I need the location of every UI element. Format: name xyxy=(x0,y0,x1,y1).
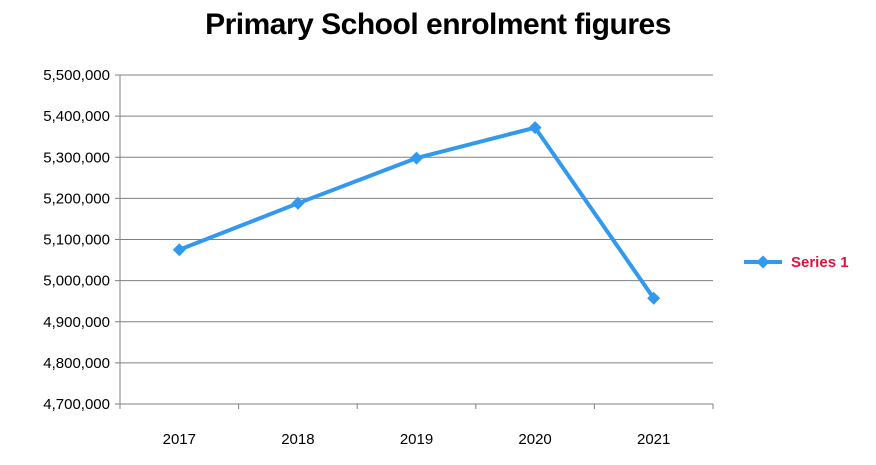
data-point-marker xyxy=(528,121,542,135)
legend-marker xyxy=(756,255,770,269)
data-point-marker xyxy=(647,291,661,305)
data-point-marker xyxy=(172,243,186,257)
data-point-marker xyxy=(291,196,305,210)
y-tick-label: 5,000,000 xyxy=(43,273,110,290)
x-tick-label: 2020 xyxy=(518,431,551,448)
y-tick-label: 5,200,000 xyxy=(43,190,110,207)
y-tick-label: 5,500,000 xyxy=(43,67,110,84)
chart-title: Primary School enrolment figures xyxy=(205,8,671,41)
x-tick-label: 2019 xyxy=(400,431,433,448)
x-tick-label: 2021 xyxy=(637,431,670,448)
y-tick-label: 5,400,000 xyxy=(43,108,110,125)
y-tick-label: 5,100,000 xyxy=(43,232,110,249)
y-tick-label: 4,900,000 xyxy=(43,314,110,331)
x-tick-label: 2017 xyxy=(163,431,196,448)
x-tick-label: 2018 xyxy=(281,431,314,448)
y-tick-label: 4,700,000 xyxy=(43,396,110,413)
data-point-marker xyxy=(410,151,423,165)
y-tick-label: 4,800,000 xyxy=(43,355,110,372)
y-tick-label: 5,300,000 xyxy=(43,149,110,166)
legend-label: Series 1 xyxy=(791,254,849,271)
